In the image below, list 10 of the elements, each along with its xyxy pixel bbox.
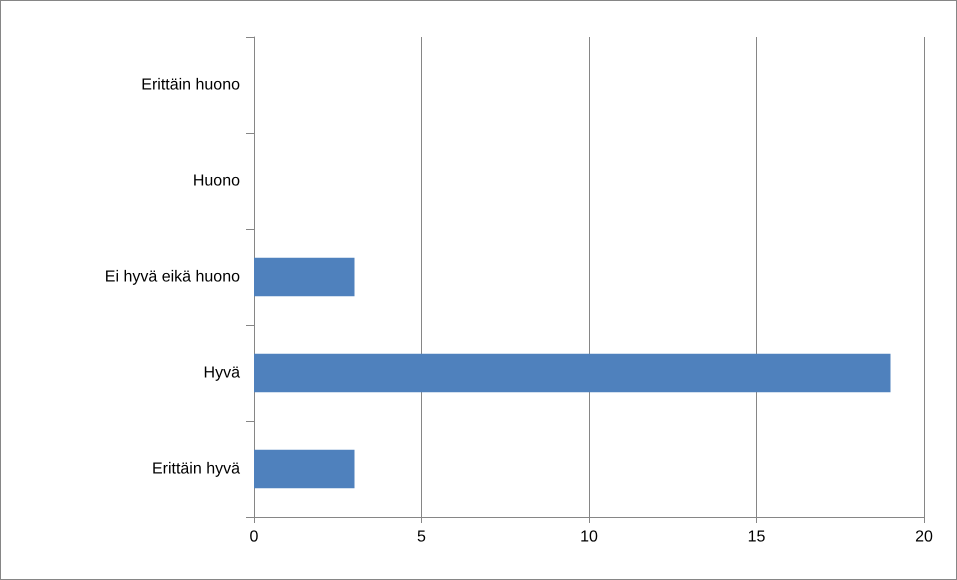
x-tick-label: 10: [580, 528, 598, 546]
x-tick-label: 15: [748, 528, 766, 546]
x-tick-label: 0: [250, 528, 259, 546]
y-tick-label: Ei hyvä eikä huono: [104, 268, 240, 286]
y-tick-label: Huono: [192, 172, 240, 190]
x-tick-label: 20: [915, 528, 933, 546]
y-tick-label: Hyvä: [204, 364, 240, 382]
y-tick-label: Erittäin hyvä: [152, 460, 240, 478]
x-tick-label: 5: [417, 528, 426, 546]
y-tick-label: Erittäin huono: [141, 76, 240, 94]
